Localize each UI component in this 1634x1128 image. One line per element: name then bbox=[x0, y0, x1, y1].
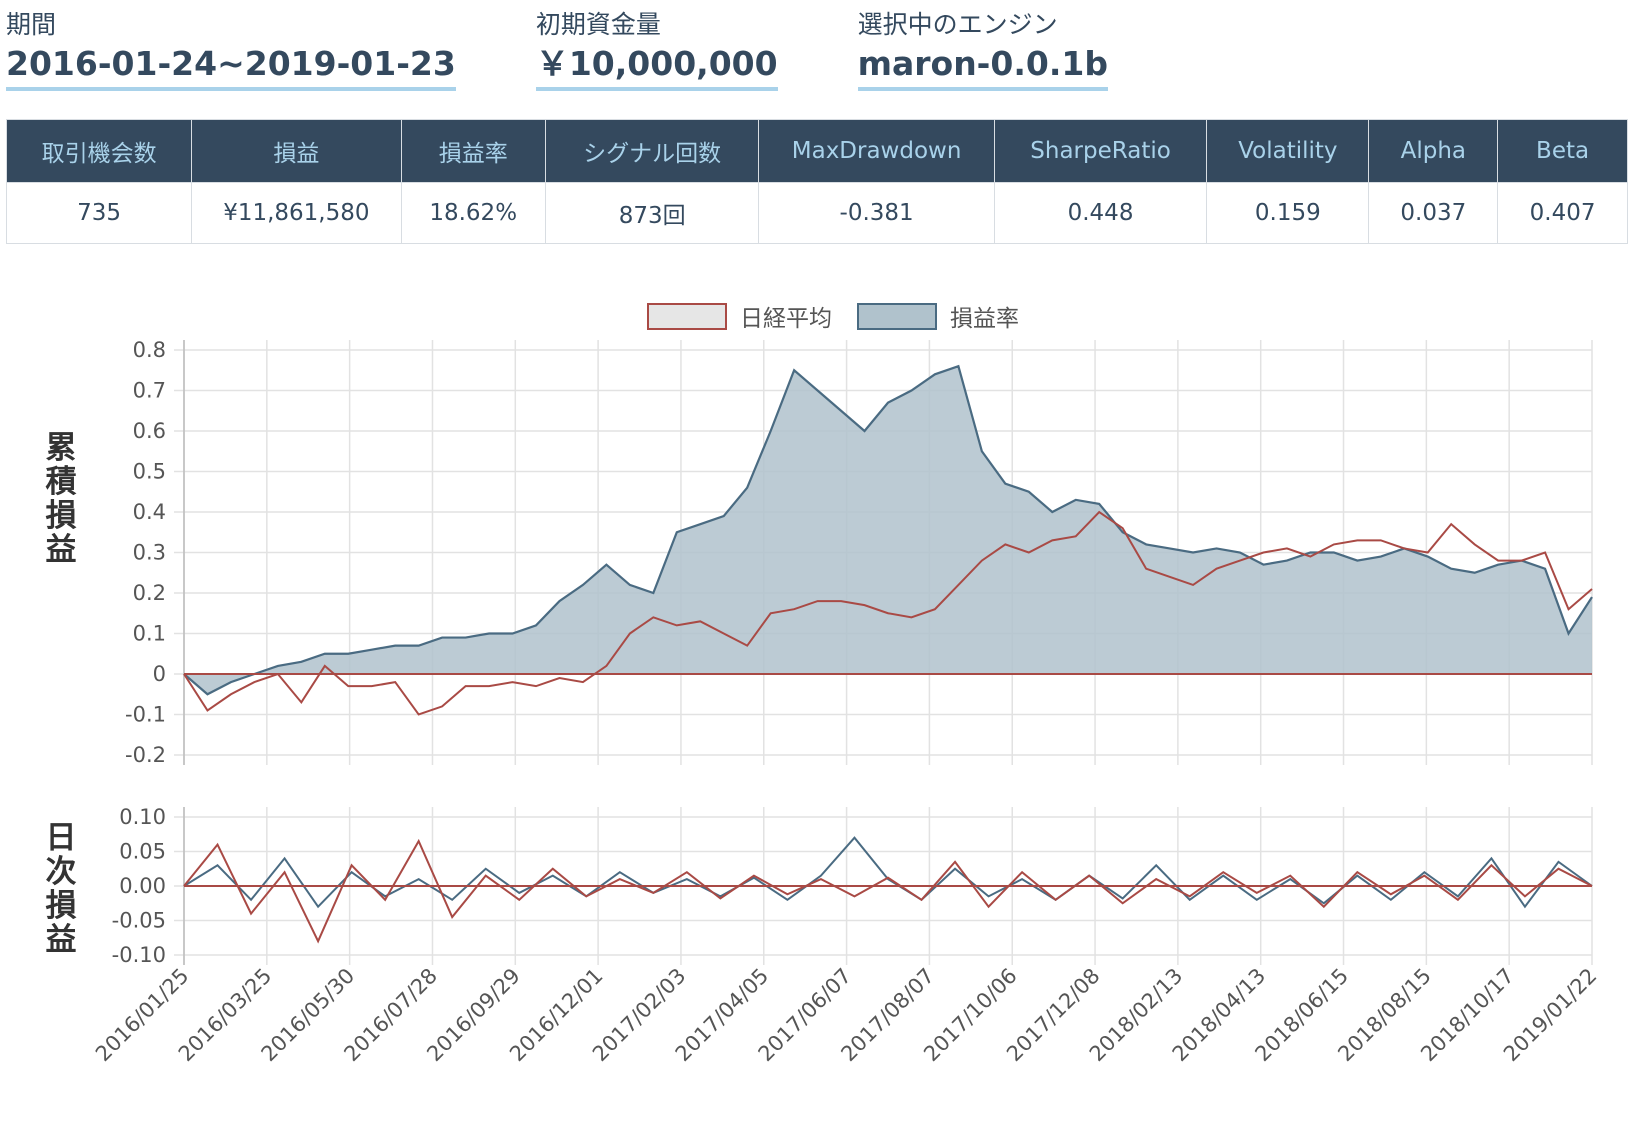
y-tick-label: -0.2 bbox=[125, 743, 166, 767]
y-tick-label: 0.7 bbox=[133, 379, 166, 403]
nikkei-line bbox=[183, 510, 1593, 716]
header-volatility: Volatility bbox=[1206, 119, 1370, 183]
y-tick-label: 0.00 bbox=[119, 874, 166, 898]
y-tick-label: -0.10 bbox=[112, 943, 166, 967]
value-alpha: 0.037 bbox=[1368, 182, 1499, 244]
pnl-daily-line bbox=[183, 836, 1593, 909]
stats-table: 取引機会数 損益 損益率 シグナル回数 MaxDrawdown SharpeRa… bbox=[5, 119, 1628, 244]
pnl-area bbox=[184, 366, 1592, 695]
capital-label: 初期資金量 bbox=[535, 10, 661, 39]
pnl-line bbox=[183, 364, 1593, 696]
value-pnl: ¥11,861,580 bbox=[191, 182, 402, 244]
chart-legend: 日経平均 損益率 bbox=[647, 303, 1019, 332]
capital-value[interactable]: ￥10,000,000 bbox=[535, 42, 778, 91]
header-max-drawdown: MaxDrawdown bbox=[758, 119, 995, 183]
y-tick-label: 0.3 bbox=[133, 541, 166, 565]
legend-swatch-pnl[interactable] bbox=[857, 303, 937, 330]
value-max-drawdown: -0.381 bbox=[758, 182, 995, 244]
legend-label-pnl[interactable]: 損益率 bbox=[950, 306, 1019, 332]
header-trade-opportunities: 取引機会数 bbox=[5, 119, 193, 183]
header-alpha: Alpha bbox=[1368, 119, 1499, 183]
performance-chart: 日経平均 損益率 0.80.70.60.50.40.30.20.10-0.1-0… bbox=[46, 303, 1602, 1067]
summary-bar: 期間 2016-01-24~2019-01-23 初期資金量 ￥10,000,0… bbox=[6, 8, 1188, 91]
header-beta: Beta bbox=[1497, 119, 1628, 183]
period-value[interactable]: 2016-01-24~2019-01-23 bbox=[6, 42, 456, 91]
period-summary: 期間 2016-01-24~2019-01-23 bbox=[6, 8, 456, 91]
y-tick-label: 0.1 bbox=[133, 622, 166, 646]
value-signal-count: 873回 bbox=[544, 182, 760, 244]
engine-summary: 選択中のエンジン maron-0.0.1b bbox=[857, 8, 1108, 91]
y-tick-label: 0.05 bbox=[119, 840, 166, 864]
header-signal-count: シグナル回数 bbox=[544, 119, 760, 183]
y-tick-label: 0 bbox=[153, 662, 166, 686]
value-sharpe-ratio: 0.448 bbox=[993, 182, 1208, 244]
y-tick-label: 0.4 bbox=[133, 500, 166, 524]
cumulative-ylabel: 累積損益 bbox=[46, 430, 77, 568]
value-pnl-rate: 18.62% bbox=[400, 182, 546, 244]
nikkei-daily-line bbox=[183, 838, 1593, 944]
header-pnl: 損益 bbox=[191, 119, 402, 183]
y-tick-label: 0.10 bbox=[119, 805, 166, 829]
capital-summary: 初期資金量 ￥10,000,000 bbox=[535, 8, 778, 91]
y-tick-label: 0.8 bbox=[133, 338, 166, 362]
period-label: 期間 bbox=[6, 10, 57, 39]
y-tick-label: 0.6 bbox=[133, 419, 166, 443]
stats-value-row: 735 ¥11,861,580 18.62% 873回 -0.381 0.448… bbox=[5, 182, 1628, 244]
daily-ylabel: 日次損益 bbox=[46, 820, 77, 958]
value-beta: 0.407 bbox=[1497, 182, 1628, 244]
stats-header-row: 取引機会数 損益 損益率 シグナル回数 MaxDrawdown SharpeRa… bbox=[5, 119, 1628, 183]
x-axis: 2016/01/252016/03/252016/05/302016/07/28… bbox=[91, 964, 1602, 1067]
value-volatility: 0.159 bbox=[1206, 182, 1370, 244]
y-tick-label: 0.5 bbox=[133, 460, 166, 484]
engine-value[interactable]: maron-0.0.1b bbox=[857, 42, 1108, 91]
y-tick-label: -0.1 bbox=[125, 703, 166, 727]
value-trade-opportunities: 735 bbox=[5, 182, 193, 244]
header-pnl-rate: 損益率 bbox=[400, 119, 546, 183]
legend-label-nikkei[interactable]: 日経平均 bbox=[740, 306, 832, 332]
cumulative-plot-area bbox=[183, 364, 1593, 716]
header-sharpe-ratio: SharpeRatio bbox=[993, 119, 1208, 183]
engine-label: 選択中のエンジン bbox=[857, 10, 1058, 39]
daily-plot-area bbox=[183, 836, 1593, 944]
legend-swatch-nikkei[interactable] bbox=[647, 303, 727, 330]
y-tick-label: -0.05 bbox=[112, 909, 166, 933]
y-tick-label: 0.2 bbox=[133, 581, 166, 605]
